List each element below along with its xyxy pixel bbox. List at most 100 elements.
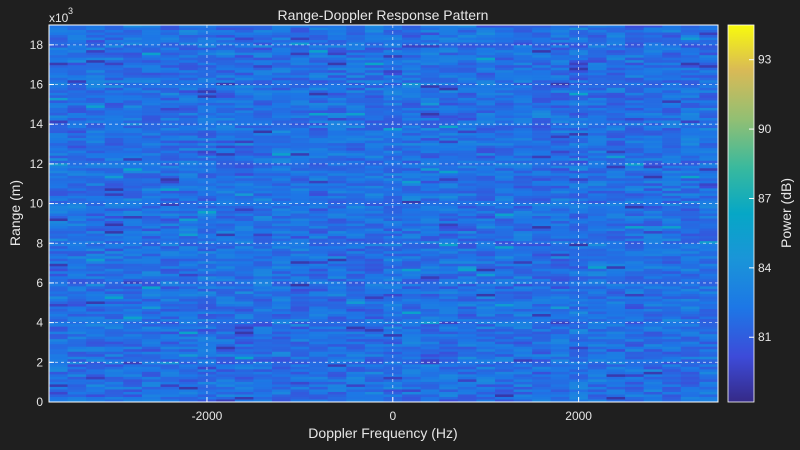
heatmap-cell <box>476 25 496 29</box>
heatmap-cell <box>309 283 329 287</box>
heatmap-cell <box>216 145 236 149</box>
heatmap-cell <box>532 193 552 197</box>
heatmap-cell <box>160 336 180 340</box>
heatmap-cell <box>457 97 478 101</box>
heatmap-cell <box>513 143 533 147</box>
heatmap-cell <box>383 394 403 398</box>
heatmap-cell <box>234 135 255 139</box>
heatmap-cell <box>364 243 385 247</box>
heatmap-cell <box>364 130 385 134</box>
heatmap-cell <box>216 228 236 232</box>
heatmap-cell <box>643 288 663 293</box>
heatmap-cell <box>160 105 180 109</box>
heatmap-cell <box>253 231 273 235</box>
heatmap-cell <box>364 125 385 129</box>
heatmap-cell <box>346 251 366 255</box>
heatmap-cell <box>364 85 385 89</box>
heatmap-cell <box>234 223 255 227</box>
heatmap-cell <box>67 178 87 182</box>
heatmap-cell <box>179 356 199 360</box>
heatmap-cell <box>346 75 366 79</box>
heatmap-cell <box>569 268 589 272</box>
heatmap-cell <box>160 210 180 215</box>
heatmap-cell <box>197 213 217 217</box>
heatmap-cell <box>476 60 496 64</box>
heatmap-cell <box>439 218 459 222</box>
heatmap-cell <box>364 354 385 358</box>
heatmap-cell <box>420 253 440 257</box>
heatmap-cell <box>643 233 663 237</box>
heatmap-cell <box>587 128 608 132</box>
heatmap-cell <box>439 293 459 298</box>
heatmap-cell <box>606 195 626 200</box>
heatmap-cell <box>364 311 385 315</box>
heatmap-cell <box>346 27 366 31</box>
heatmap-cell <box>253 396 273 401</box>
heatmap-cell <box>402 233 422 237</box>
heatmap-cell <box>123 180 143 184</box>
heatmap-cell <box>272 97 292 101</box>
heatmap-cell <box>643 271 663 275</box>
heatmap-cell <box>49 90 69 94</box>
heatmap-cell <box>476 115 496 119</box>
heatmap-cell <box>123 396 143 401</box>
heatmap-cell <box>346 381 366 385</box>
heatmap-cell <box>606 148 626 152</box>
heatmap-cell <box>513 140 533 144</box>
heatmap-cell <box>216 198 236 202</box>
heatmap-cell <box>290 316 310 320</box>
heatmap-cell <box>346 65 366 69</box>
heatmap-cell <box>495 278 515 282</box>
heatmap-cell <box>513 105 533 109</box>
heatmap-cell <box>160 60 180 64</box>
heatmap-cell <box>439 97 459 101</box>
heatmap-cell <box>476 334 496 338</box>
heatmap-cell <box>179 67 199 71</box>
heatmap-cell <box>346 346 366 350</box>
heatmap-cell <box>439 341 459 345</box>
heatmap-cell <box>49 180 69 184</box>
heatmap-cell <box>476 243 496 247</box>
heatmap-cell <box>327 339 347 343</box>
heatmap-cell <box>662 42 682 46</box>
heatmap-cell <box>439 45 459 49</box>
heatmap-cell <box>420 30 440 34</box>
heatmap-cell <box>67 105 87 109</box>
heatmap-cell <box>457 208 478 212</box>
heatmap-cell <box>587 67 608 71</box>
heatmap-cell <box>662 102 682 107</box>
heatmap-cell <box>197 339 217 343</box>
heatmap-cell <box>67 216 87 220</box>
heatmap-cell <box>160 115 180 119</box>
heatmap-cell <box>662 52 682 56</box>
heatmap-cell <box>662 117 682 122</box>
heatmap-cell <box>272 228 292 232</box>
heatmap-cell <box>420 190 440 194</box>
heatmap-cell <box>550 228 570 232</box>
heatmap-cell <box>476 112 496 117</box>
heatmap-cell <box>141 158 162 162</box>
heatmap-cell <box>290 266 310 270</box>
heatmap-cell <box>216 125 236 129</box>
heatmap-cell <box>513 32 533 36</box>
heatmap-cell <box>364 170 385 174</box>
heatmap-cell <box>420 50 440 54</box>
heatmap-cell <box>532 341 552 345</box>
heatmap-cell <box>569 389 589 393</box>
heatmap-cell <box>160 256 180 260</box>
heatmap-cell <box>346 133 366 137</box>
heatmap-cell <box>606 238 626 242</box>
heatmap-cell <box>476 238 496 242</box>
heatmap-cell <box>67 253 87 257</box>
heatmap-cell <box>104 105 124 109</box>
heatmap-cell <box>587 138 608 142</box>
heatmap-cell <box>123 208 143 212</box>
heatmap-cell <box>606 293 626 298</box>
heatmap-cell <box>346 364 366 368</box>
heatmap-cell <box>513 303 533 308</box>
heatmap-cell <box>49 117 69 122</box>
heatmap-cell <box>290 198 310 202</box>
heatmap-cell <box>476 226 496 230</box>
heatmap-cell <box>625 309 645 313</box>
heatmap-cell <box>625 35 645 39</box>
